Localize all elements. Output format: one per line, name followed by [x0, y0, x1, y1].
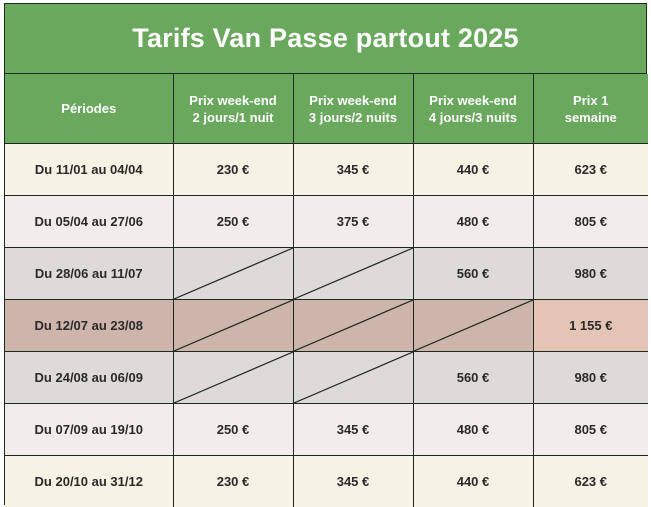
price-cell: 230 €	[172, 143, 294, 196]
period-cell: Du 20/10 au 31/12	[5, 455, 174, 507]
period-cell: Du 28/06 au 11/07	[5, 247, 174, 300]
price-cell: 440 €	[412, 455, 534, 507]
unavailable-cell	[412, 299, 534, 352]
price-cell: 230 €	[172, 455, 294, 507]
price-cell: 560 €	[412, 351, 534, 404]
header-label-line2: 4 jours/3 nuits	[428, 109, 518, 125]
price-cell: 440 €	[412, 143, 534, 196]
table-row: Du 28/06 au 11/07 560 €980 €	[5, 247, 648, 300]
pricing-table-body: Du 11/01 au 04/04 230 €345 €440 €623 € Du …	[5, 143, 648, 507]
price-cell: 980 €	[532, 247, 648, 300]
header-weekend-4-days: Prix week-end 4 jours/3 nuits	[412, 74, 534, 144]
price-cell: 980 €	[532, 351, 648, 404]
price-cell: 560 €	[412, 247, 534, 300]
period-cell: Du 07/09 au 19/10	[5, 403, 174, 456]
header-label-line2: 3 jours/2 nuits	[308, 109, 398, 125]
price-cell: 623 €	[532, 143, 648, 196]
price-cell: 623 €	[532, 455, 648, 507]
diagonal-strike-icon	[174, 248, 293, 299]
diagonal-strike-icon	[294, 352, 413, 403]
diagonal-strike-icon	[174, 300, 293, 351]
header-label-line1: Prix week-end	[429, 92, 517, 108]
price-cell: 1 155 €	[532, 299, 648, 352]
unavailable-cell	[292, 299, 414, 352]
table-row: Du 11/01 au 04/04 230 €345 €440 €623 €	[5, 143, 648, 196]
page-title: Tarifs Van Passe partout 2025	[5, 4, 646, 74]
table-row: Du 12/07 au 23/08 1 155 €	[5, 299, 648, 352]
header-row: Périodes Prix week-end 2 jours/1 nuit Pr…	[5, 74, 648, 144]
price-cell: 805 €	[532, 195, 648, 248]
table-row: Du 24/08 au 06/09 560 €980 €	[5, 351, 648, 404]
table-row: Du 20/10 au 31/12 230 €345 €440 €623 €	[5, 455, 648, 507]
price-cell: 805 €	[532, 403, 648, 456]
diagonal-strike-icon	[414, 300, 533, 351]
header-label-line2: semaine	[564, 109, 617, 125]
price-cell: 250 €	[172, 195, 294, 248]
header-label-line1: Prix week-end	[309, 92, 397, 108]
header-weekend-3-days: Prix week-end 3 jours/2 nuits	[292, 74, 414, 144]
table-row: Du 07/09 au 19/10 250 €345 €480 €805 €	[5, 403, 648, 456]
price-cell: 345 €	[292, 455, 414, 507]
price-cell: 345 €	[292, 143, 414, 196]
pricing-table-frame: Tarifs Van Passe partout 2025 Périodes P…	[4, 3, 648, 507]
unavailable-cell	[292, 247, 414, 300]
period-cell: Du 11/01 au 04/04	[5, 143, 174, 196]
header-week: Prix 1 semaine	[532, 74, 648, 144]
price-cell: 375 €	[292, 195, 414, 248]
table-row: Du 05/04 au 27/06 250 €375 €480 €805 €	[5, 195, 648, 248]
unavailable-cell	[292, 351, 414, 404]
diagonal-strike-icon	[174, 352, 293, 403]
header-periods: Périodes	[5, 74, 174, 144]
header-weekend-2-days: Prix week-end 2 jours/1 nuit	[172, 74, 294, 144]
price-cell: 480 €	[412, 195, 534, 248]
header-label-line2: 2 jours/1 nuit	[192, 109, 274, 125]
diagonal-strike-icon	[294, 248, 413, 299]
pricing-table: Périodes Prix week-end 2 jours/1 nuit Pr…	[5, 74, 648, 507]
price-cell: 345 €	[292, 403, 414, 456]
unavailable-cell	[172, 351, 294, 404]
header-label-line1: Prix 1	[573, 92, 609, 108]
period-cell: Du 12/07 au 23/08	[5, 299, 174, 352]
unavailable-cell	[172, 247, 294, 300]
period-cell: Du 24/08 au 06/09	[5, 351, 174, 404]
price-cell: 480 €	[412, 403, 534, 456]
diagonal-strike-icon	[294, 300, 413, 351]
price-cell: 250 €	[172, 403, 294, 456]
period-cell: Du 05/04 au 27/06	[5, 195, 174, 248]
header-label-line1: Prix week-end	[189, 92, 277, 108]
unavailable-cell	[172, 299, 294, 352]
